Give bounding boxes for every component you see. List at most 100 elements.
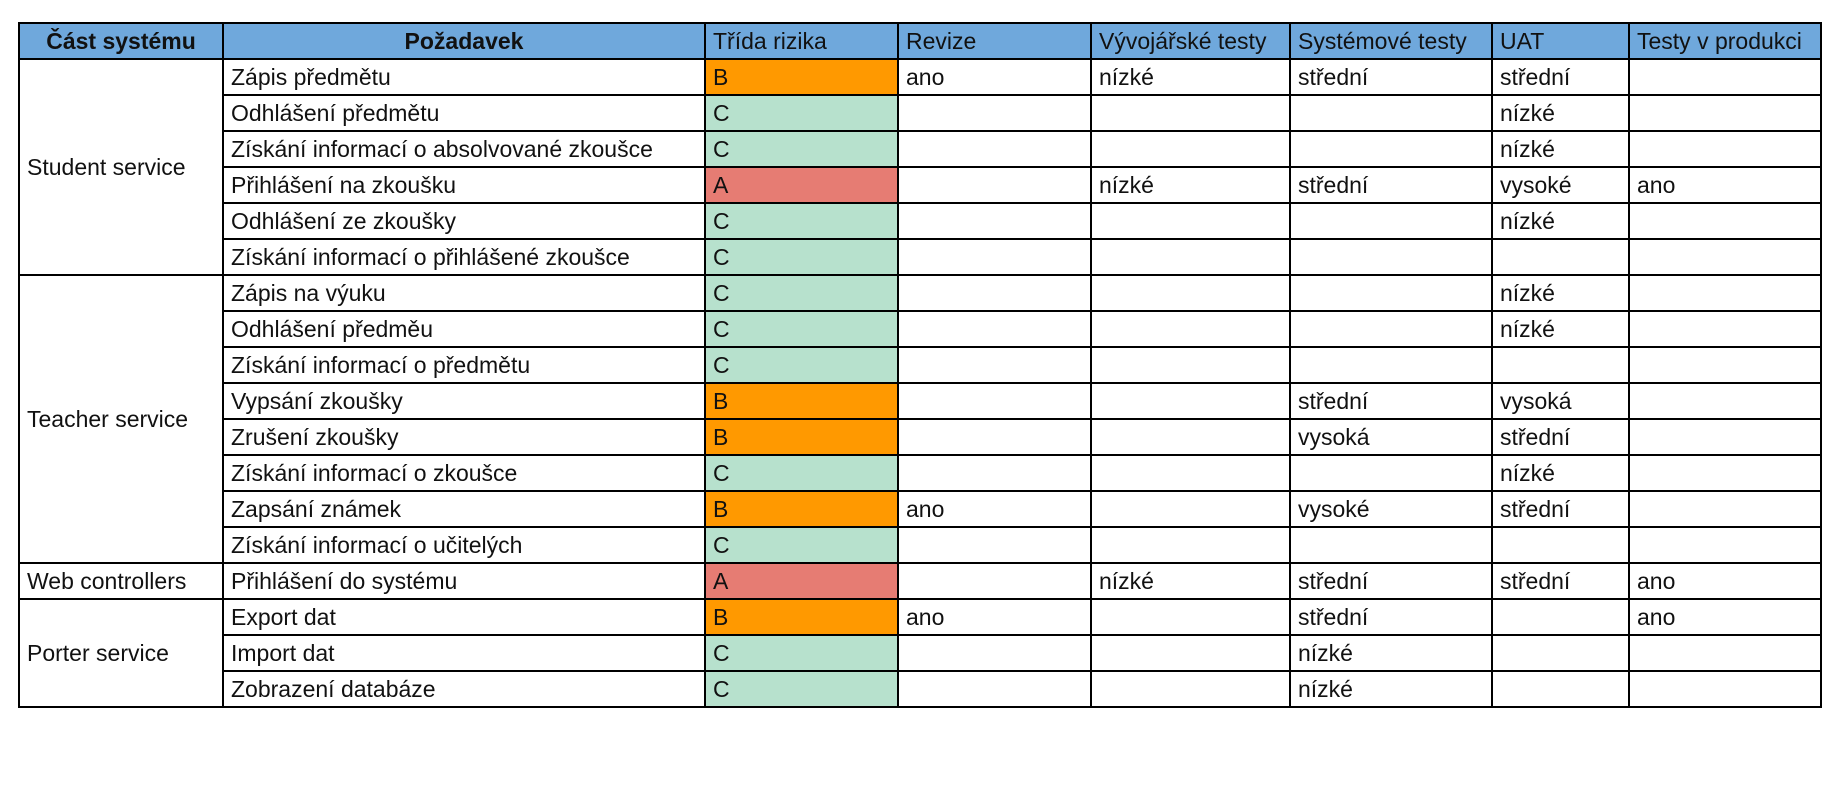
review-cell[interactable] (897, 274, 1092, 312)
system-tests-cell[interactable] (1289, 238, 1493, 276)
uat-cell[interactable] (1491, 238, 1630, 276)
dev-tests-cell[interactable] (1090, 670, 1291, 708)
requirement-cell[interactable]: Získání informací o předmětu (222, 346, 706, 384)
uat-cell[interactable]: střední (1491, 562, 1630, 600)
prod-tests-cell[interactable] (1628, 526, 1822, 564)
system-tests-cell[interactable] (1289, 274, 1493, 312)
dev-tests-cell[interactable] (1090, 346, 1291, 384)
requirement-cell[interactable]: Získání informací o učitelých (222, 526, 706, 564)
requirement-cell[interactable]: Zápis na výuku (222, 274, 706, 312)
review-cell[interactable] (897, 454, 1092, 492)
prod-tests-cell[interactable] (1628, 202, 1822, 240)
prod-tests-cell[interactable] (1628, 490, 1822, 528)
requirement-cell[interactable]: Odhlášení ze zkoušky (222, 202, 706, 240)
system-tests-cell[interactable]: vysoká (1289, 418, 1493, 456)
risk-class-cell[interactable]: C (704, 202, 899, 240)
risk-class-cell[interactable]: C (704, 454, 899, 492)
risk-class-cell[interactable]: C (704, 238, 899, 276)
prod-tests-cell[interactable] (1628, 670, 1822, 708)
dev-tests-cell[interactable] (1090, 598, 1291, 636)
system-part-cell[interactable]: Porter service (18, 598, 224, 708)
risk-class-cell[interactable]: B (704, 490, 899, 528)
dev-tests-cell[interactable] (1090, 202, 1291, 240)
risk-class-cell[interactable]: B (704, 418, 899, 456)
review-cell[interactable]: ano (897, 598, 1092, 636)
dev-tests-cell[interactable] (1090, 130, 1291, 168)
prod-tests-cell[interactable] (1628, 238, 1822, 276)
requirement-cell[interactable]: Získání informací o absolvované zkoušce (222, 130, 706, 168)
prod-tests-cell[interactable]: ano (1628, 166, 1822, 204)
requirement-cell[interactable]: Přihlášení do systému (222, 562, 706, 600)
prod-tests-cell[interactable] (1628, 634, 1822, 672)
uat-cell[interactable]: střední (1491, 490, 1630, 528)
risk-class-cell[interactable]: B (704, 58, 899, 96)
review-cell[interactable] (897, 310, 1092, 348)
uat-cell[interactable]: nízké (1491, 454, 1630, 492)
review-cell[interactable] (897, 166, 1092, 204)
prod-tests-cell[interactable]: ano (1628, 598, 1822, 636)
dev-tests-cell[interactable] (1090, 274, 1291, 312)
requirement-cell[interactable]: Zobrazení databáze (222, 670, 706, 708)
requirement-cell[interactable]: Import dat (222, 634, 706, 672)
header-cell[interactable]: Část systému (18, 22, 224, 60)
header-cell[interactable]: Systémové testy (1289, 22, 1493, 60)
system-tests-cell[interactable] (1289, 202, 1493, 240)
requirement-cell[interactable]: Zrušení zkoušky (222, 418, 706, 456)
prod-tests-cell[interactable] (1628, 130, 1822, 168)
system-part-cell[interactable]: Student service (18, 58, 224, 276)
review-cell[interactable] (897, 418, 1092, 456)
uat-cell[interactable]: nízké (1491, 274, 1630, 312)
prod-tests-cell[interactable] (1628, 382, 1822, 420)
system-tests-cell[interactable] (1289, 310, 1493, 348)
uat-cell[interactable]: vysoké (1491, 166, 1630, 204)
uat-cell[interactable] (1491, 526, 1630, 564)
uat-cell[interactable]: vysoká (1491, 382, 1630, 420)
review-cell[interactable] (897, 526, 1092, 564)
dev-tests-cell[interactable] (1090, 94, 1291, 132)
header-cell[interactable]: Požadavek (222, 22, 706, 60)
dev-tests-cell[interactable] (1090, 526, 1291, 564)
review-cell[interactable] (897, 562, 1092, 600)
risk-class-cell[interactable]: C (704, 310, 899, 348)
uat-cell[interactable] (1491, 670, 1630, 708)
dev-tests-cell[interactable] (1090, 454, 1291, 492)
dev-tests-cell[interactable] (1090, 634, 1291, 672)
system-tests-cell[interactable] (1289, 526, 1493, 564)
requirement-cell[interactable]: Získání informací o zkoušce (222, 454, 706, 492)
uat-cell[interactable] (1491, 598, 1630, 636)
uat-cell[interactable]: střední (1491, 418, 1630, 456)
dev-tests-cell[interactable]: nízké (1090, 58, 1291, 96)
system-tests-cell[interactable]: střední (1289, 58, 1493, 96)
system-tests-cell[interactable]: střední (1289, 166, 1493, 204)
dev-tests-cell[interactable] (1090, 238, 1291, 276)
prod-tests-cell[interactable] (1628, 418, 1822, 456)
prod-tests-cell[interactable] (1628, 310, 1822, 348)
system-part-cell[interactable]: Web controllers (18, 562, 224, 600)
system-tests-cell[interactable]: střední (1289, 598, 1493, 636)
review-cell[interactable]: ano (897, 58, 1092, 96)
uat-cell[interactable] (1491, 346, 1630, 384)
review-cell[interactable] (897, 130, 1092, 168)
risk-class-cell[interactable]: B (704, 598, 899, 636)
uat-cell[interactable]: střední (1491, 58, 1630, 96)
requirement-cell[interactable]: Získání informací o přihlášené zkoušce (222, 238, 706, 276)
system-tests-cell[interactable]: vysoké (1289, 490, 1493, 528)
review-cell[interactable] (897, 94, 1092, 132)
risk-class-cell[interactable]: C (704, 130, 899, 168)
prod-tests-cell[interactable] (1628, 274, 1822, 312)
requirement-cell[interactable]: Export dat (222, 598, 706, 636)
review-cell[interactable] (897, 346, 1092, 384)
system-tests-cell[interactable]: střední (1289, 562, 1493, 600)
prod-tests-cell[interactable] (1628, 346, 1822, 384)
prod-tests-cell[interactable] (1628, 454, 1822, 492)
dev-tests-cell[interactable]: nízké (1090, 562, 1291, 600)
uat-cell[interactable]: nízké (1491, 94, 1630, 132)
prod-tests-cell[interactable] (1628, 58, 1822, 96)
review-cell[interactable] (897, 382, 1092, 420)
header-cell[interactable]: Třída rizika (704, 22, 899, 60)
review-cell[interactable] (897, 634, 1092, 672)
review-cell[interactable] (897, 670, 1092, 708)
header-cell[interactable]: Testy v produkci (1628, 22, 1822, 60)
system-tests-cell[interactable] (1289, 130, 1493, 168)
requirement-cell[interactable]: Odhlášení předmětu (222, 94, 706, 132)
